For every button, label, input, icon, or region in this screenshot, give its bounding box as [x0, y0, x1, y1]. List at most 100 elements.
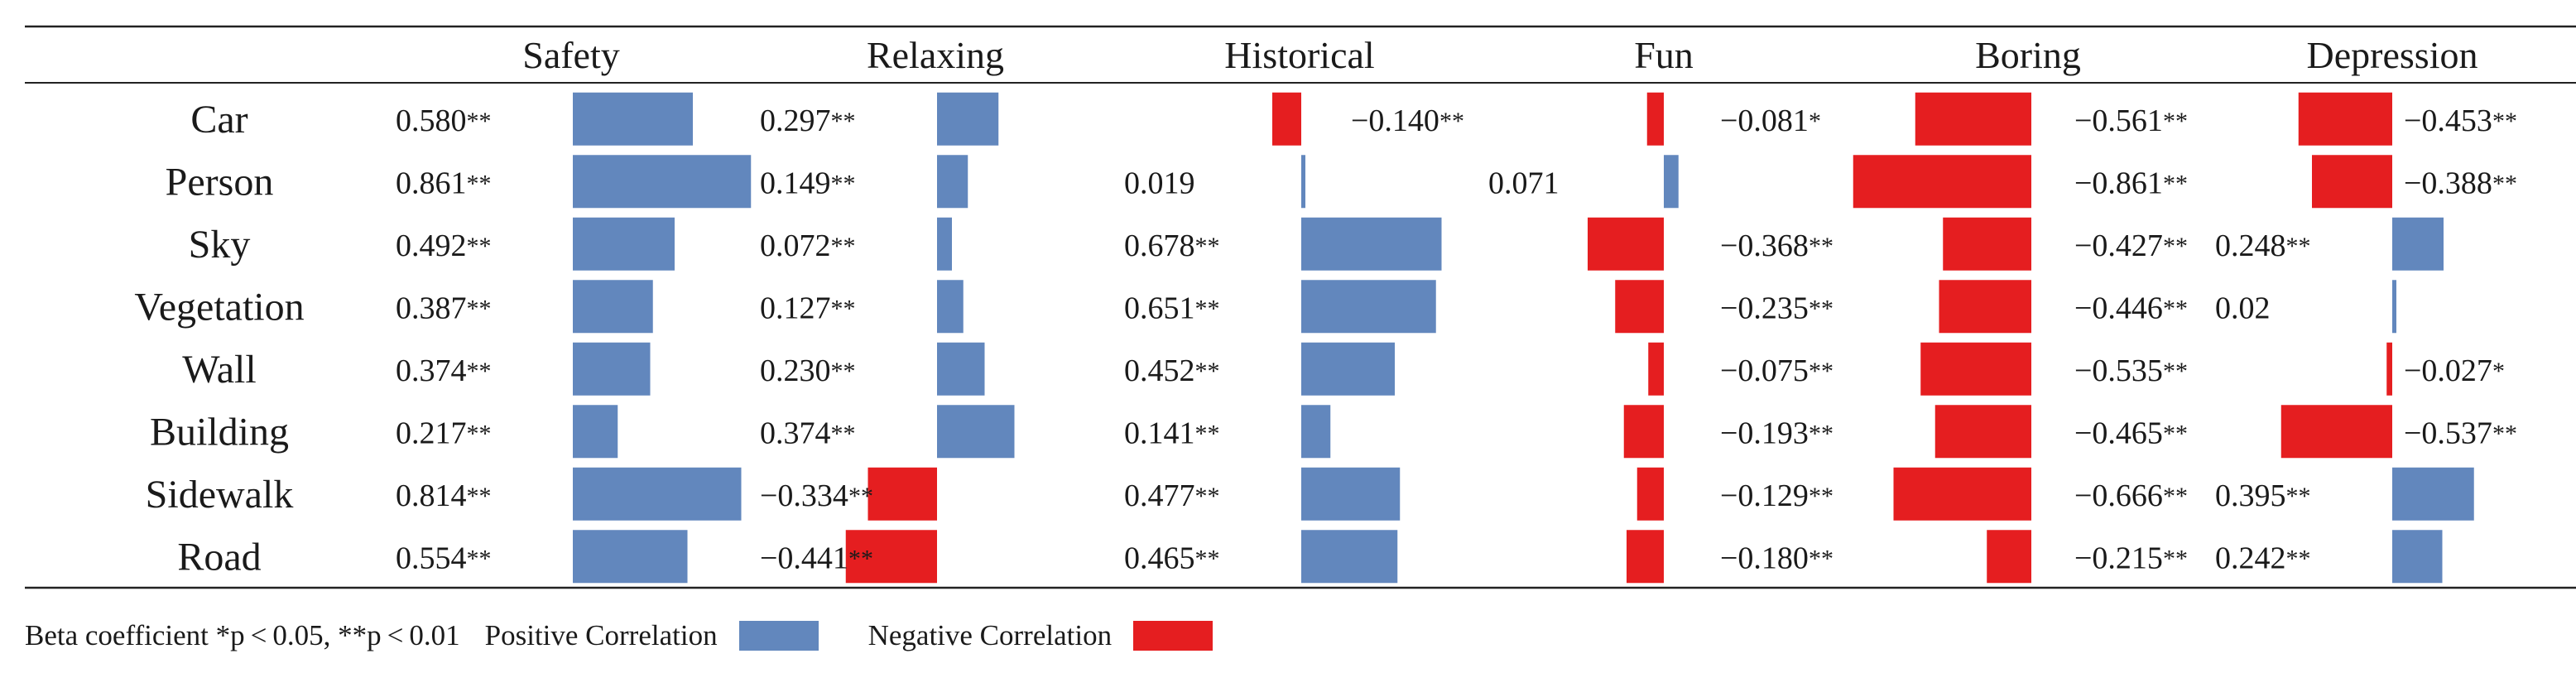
bar-car-safety	[573, 92, 693, 146]
bar-building-safety	[573, 405, 618, 459]
row-label-sky: Sky	[189, 223, 251, 267]
bar-wall-fun	[1648, 342, 1664, 396]
significance-stars: **	[2163, 108, 2188, 135]
legend-positive-swatch	[738, 621, 819, 651]
row-label-road: Road	[177, 535, 261, 579]
bar-road-safety	[573, 530, 688, 584]
value-label-vegetation-relaxing: 0.127**	[760, 291, 856, 325]
column-header-safety: Safety	[522, 34, 620, 76]
bar-person-safety	[573, 155, 752, 209]
value-label-person-boring: −0.861**	[2074, 166, 2188, 200]
bar-wall-safety	[573, 342, 651, 396]
bar-sky-fun	[1588, 217, 1664, 271]
bar-sky-depression	[2392, 217, 2444, 271]
bar-vegetation-historical	[1301, 280, 1436, 334]
significance-stars: **	[2286, 483, 2311, 510]
bar-sidewalk-relaxing	[867, 467, 937, 521]
value-label-sidewalk-boring: −0.666**	[2074, 478, 2188, 513]
significance-stars: **	[467, 483, 492, 510]
value-label-car-historical: −0.140**	[1351, 103, 1464, 138]
column-header-depression: Depression	[2307, 34, 2478, 76]
bar-sidewalk-historical	[1301, 467, 1401, 521]
row-label-car: Car	[190, 98, 248, 142]
bar-sidewalk-boring	[1893, 467, 2031, 521]
value-label-car-boring: −0.561**	[2074, 103, 2188, 138]
bar-road-fun	[1627, 530, 1664, 584]
significance-stars: **	[1809, 295, 1833, 322]
significance-stars: **	[1809, 358, 1833, 385]
value-label-wall-relaxing: 0.230**	[760, 353, 856, 388]
bar-sidewalk-fun	[1636, 467, 1664, 521]
bar-vegetation-fun	[1615, 280, 1664, 334]
bar-sidewalk-depression	[2392, 467, 2474, 521]
bar-person-relaxing	[937, 155, 968, 209]
value-label-wall-safety: 0.374**	[396, 353, 492, 388]
bar-wall-boring	[1920, 342, 2031, 396]
bar-road-depression	[2392, 530, 2443, 584]
significance-stars: **	[2163, 170, 2188, 197]
value-label-vegetation-historical: 0.651**	[1124, 291, 1220, 325]
value-label-car-depression: −0.453**	[2404, 103, 2517, 138]
value-label-car-fun: −0.081*	[1720, 103, 1821, 138]
row-label-person: Person	[166, 160, 274, 204]
value-label-person-fun: 0.071	[1488, 166, 1560, 200]
significance-stars: **	[831, 108, 856, 135]
significance-stars: **	[467, 545, 492, 572]
significance-stars: **	[1439, 108, 1464, 135]
value-label-vegetation-fun: −0.235**	[1720, 291, 1833, 325]
value-label-wall-depression: −0.027*	[2404, 353, 2505, 388]
value-label-building-fun: −0.193**	[1720, 416, 1833, 450]
bar-person-fun	[1664, 155, 1679, 209]
significance-stars: **	[1195, 233, 1220, 260]
bar-building-fun	[1623, 405, 1664, 459]
column-header-historical: Historical	[1224, 34, 1374, 76]
significance-stars: **	[1809, 420, 1833, 447]
value-label-wall-fun: −0.075**	[1720, 353, 1833, 388]
significance-stars: **	[831, 170, 856, 197]
significance-stars: **	[467, 108, 492, 135]
bar-person-depression	[2312, 155, 2392, 209]
bar-sky-boring	[1943, 217, 2031, 271]
bar-sky-safety	[573, 217, 675, 271]
value-label-building-boring: −0.465**	[2074, 416, 2188, 450]
significance-stars: **	[2163, 233, 2188, 260]
value-label-car-relaxing: 0.297**	[760, 103, 856, 138]
significance-stars: **	[2286, 545, 2311, 572]
correlation-table-chart: Safety Relaxing Historical Fun Boring Depress…	[25, 25, 2576, 589]
row-label-building: Building	[150, 410, 289, 454]
value-label-sidewalk-safety: 0.814**	[396, 478, 492, 513]
significance-stars: **	[2492, 108, 2517, 135]
value-label-wall-historical: 0.452**	[1124, 353, 1220, 388]
value-label-person-relaxing: 0.149**	[760, 166, 856, 200]
legend-note: Beta coefficient *p < 0.05, **p < 0.01	[25, 619, 460, 651]
bar-road-relaxing	[845, 530, 937, 584]
significance-stars: **	[467, 420, 492, 447]
significance-stars: **	[2492, 420, 2517, 447]
significance-stars: **	[848, 545, 873, 572]
column-header-boring: Boring	[1975, 34, 2081, 76]
bar-wall-depression	[2386, 342, 2392, 396]
significance-stars: **	[2163, 420, 2188, 447]
value-label-sidewalk-depression: 0.395**	[2215, 478, 2311, 513]
significance-stars: **	[2163, 545, 2188, 572]
significance-stars: **	[2163, 483, 2188, 510]
significance-stars: *	[1809, 108, 1821, 135]
value-label-sky-relaxing: 0.072**	[760, 228, 856, 263]
column-header-fun: Fun	[1634, 34, 1694, 76]
bar-car-relaxing	[937, 92, 999, 146]
row-label-wall: Wall	[182, 348, 256, 392]
value-label-person-depression: −0.388**	[2404, 166, 2517, 200]
legend-positive-label: Positive Correlation	[484, 619, 718, 651]
significance-stars: **	[831, 358, 856, 385]
bar-person-boring	[1853, 155, 2031, 209]
significance-stars: **	[2163, 295, 2188, 322]
legend: Beta coefficient *p < 0.05, **p < 0.01 P…	[25, 611, 1214, 661]
value-label-building-historical: 0.141**	[1124, 416, 1220, 450]
value-label-sky-fun: −0.368**	[1720, 228, 1833, 263]
value-label-vegetation-depression: 0.02	[2215, 291, 2271, 325]
value-label-sky-boring: −0.427**	[2074, 228, 2188, 263]
bar-vegetation-safety	[573, 280, 653, 334]
significance-stars: **	[1809, 483, 1833, 510]
column-header-relaxing: Relaxing	[867, 34, 1004, 76]
significance-stars: **	[1195, 295, 1220, 322]
